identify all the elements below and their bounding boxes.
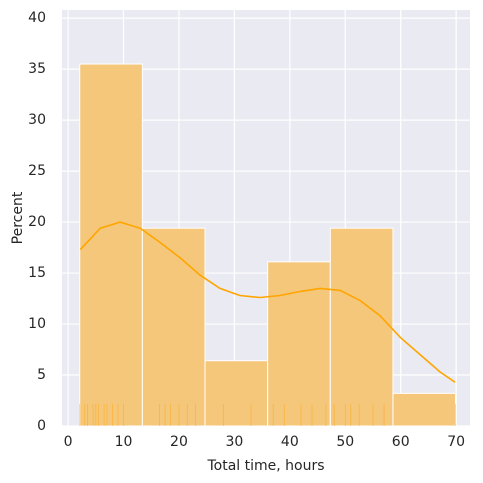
bar: [267, 261, 331, 427]
bar: [329, 227, 394, 427]
x-tick-label: 20: [170, 434, 188, 450]
x-axis-label: Total time, hours: [206, 458, 324, 474]
y-tick-label: 20: [28, 214, 46, 230]
x-tick-label: 60: [392, 434, 410, 450]
x-tick-label: 10: [115, 434, 133, 450]
y-axis-label: Percent: [10, 191, 26, 244]
kde-line: [79, 221, 456, 383]
x-tick-label: 30: [225, 434, 243, 450]
y-tick-label: 10: [28, 316, 46, 332]
x-tick-label: 0: [64, 434, 73, 450]
y-tick-label: 5: [37, 367, 46, 383]
x-tick-label: 40: [281, 434, 299, 450]
y-tick-label: 15: [28, 265, 46, 281]
x-tick-label: 70: [447, 434, 465, 450]
bar: [392, 392, 457, 427]
bar: [204, 360, 269, 427]
bar: [141, 227, 206, 427]
x-tick-label: 50: [336, 434, 354, 450]
y-tick-label: 0: [37, 418, 46, 434]
bar: [79, 63, 143, 427]
y-tick-label: 35: [28, 61, 46, 77]
y-tick-label: 25: [28, 163, 46, 179]
y-tick-label: 30: [28, 112, 46, 128]
y-tick-label: 40: [28, 10, 46, 26]
